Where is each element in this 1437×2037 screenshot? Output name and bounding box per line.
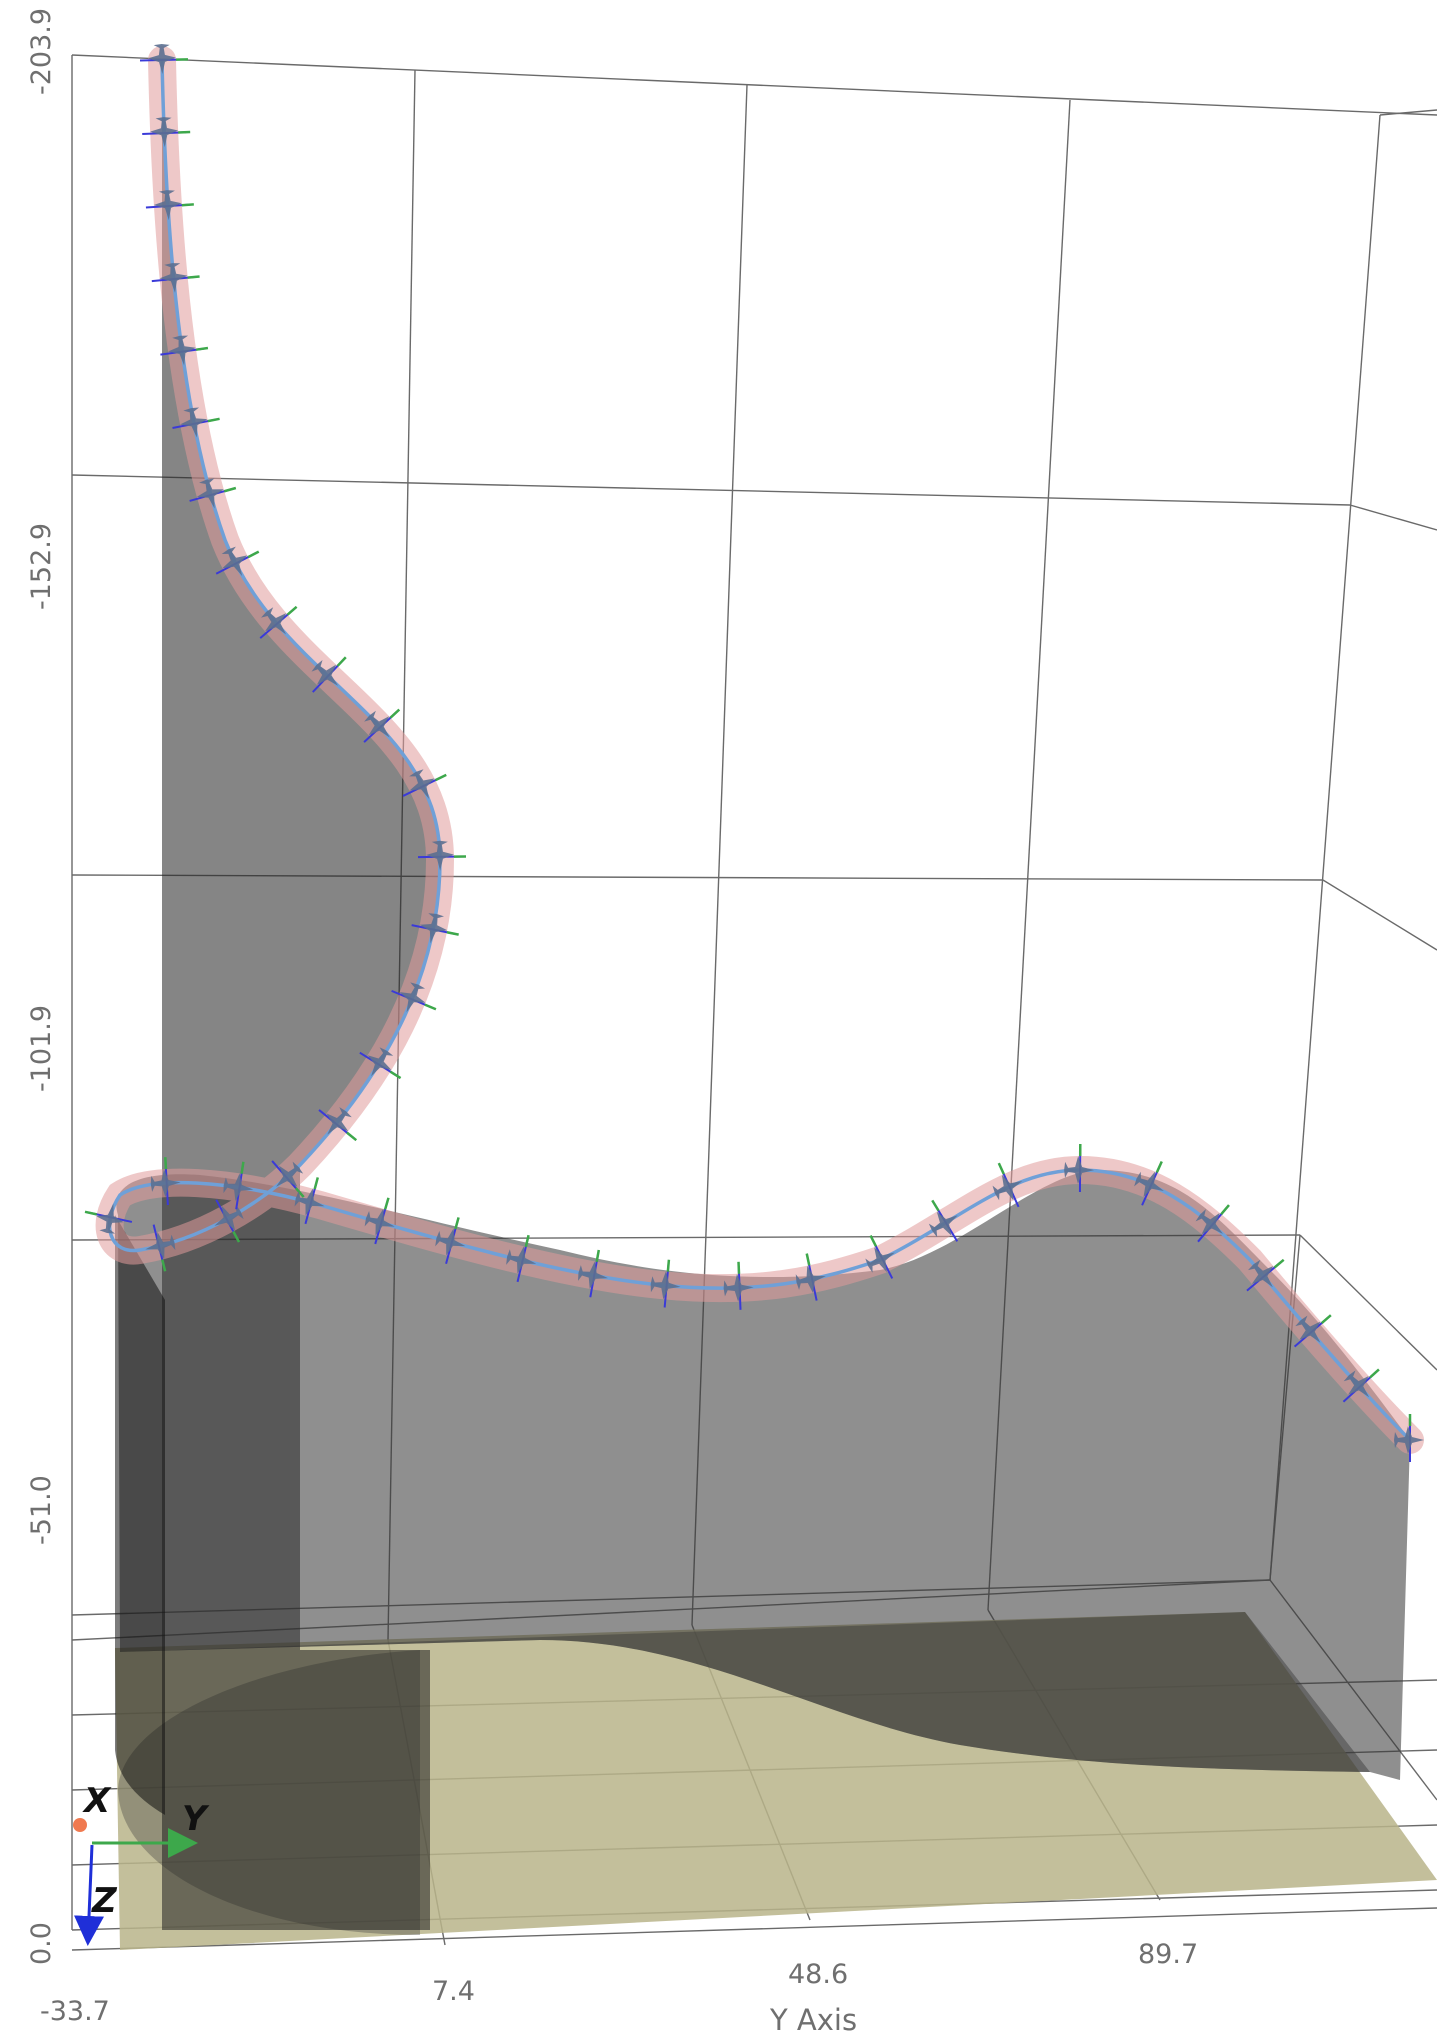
aircraft-marker [578, 1249, 608, 1298]
vertical-tick-label-4: 0.0 [26, 1922, 57, 1965]
triad-label-y: Y [182, 1799, 210, 1839]
aircraft-marker [650, 1259, 681, 1308]
horizontal-tick-label-1: 7.4 [432, 1976, 475, 2007]
vertical-tick-label-1: -152.9 [26, 523, 57, 610]
curtain-loop [116, 1170, 1411, 1780]
aircraft-marker [214, 1199, 244, 1243]
aircraft-marker [1246, 1258, 1285, 1292]
aircraft-marker [391, 982, 437, 1013]
aircraft-marker [318, 1107, 358, 1142]
aircraft-marker [215, 546, 260, 577]
curtain-front-strip [115, 1215, 165, 1815]
aircraft-marker [151, 263, 200, 293]
aircraft-marker [411, 913, 459, 944]
aircraft-marker [364, 1197, 395, 1245]
horizontal-tick-label-3: 89.7 [1138, 1939, 1198, 1970]
triad-z-arrow-icon [74, 1844, 104, 1946]
aircraft-marker [142, 117, 191, 148]
aircraft-marker [1342, 1368, 1380, 1403]
aircraft-marker [1195, 1204, 1230, 1243]
aircraft-marker [150, 1157, 181, 1206]
aircraft-marker [363, 708, 401, 743]
triad-x-origin-icon [73, 1818, 87, 1832]
orientation-triad[interactable]: X Y Z [73, 1781, 210, 1946]
aircraft-marker [189, 478, 237, 509]
aircraft-marker [795, 1253, 826, 1301]
aircraft-marker [145, 1224, 176, 1272]
aircraft-marker [172, 407, 220, 438]
aircraft-marker [359, 1047, 402, 1080]
aircraft-marker [139, 44, 189, 74]
horizontal-axis-title: Y Axis [769, 2003, 857, 2037]
aircraft-marker [84, 1203, 133, 1234]
aircraft-marker [1134, 1160, 1164, 1206]
aircraft-marker [723, 1261, 754, 1310]
aircraft-marker [992, 1162, 1023, 1208]
aircraft-marker [402, 769, 447, 799]
aircraft-marker [1064, 1143, 1095, 1193]
horizontal-tick-label-2: 48.6 [788, 1959, 848, 1990]
aircraft-marker [506, 1234, 537, 1283]
aircraft-marker [271, 1160, 305, 1198]
aircraft-marker [928, 1199, 959, 1242]
aircraft-markers [84, 44, 1424, 1462]
vertical-tick-label-0: -203.9 [26, 8, 57, 95]
aircraft-marker [145, 190, 194, 221]
aircraft-marker [223, 1161, 254, 1210]
triad-label-x: X [82, 1781, 112, 1821]
aircraft-marker [294, 1177, 325, 1225]
horizontal-tick-label-0: -33.7 [40, 1996, 110, 2027]
vertical-tick-label-3: -51.0 [26, 1475, 57, 1545]
vertical-tick-label-2: -101.9 [26, 1005, 57, 1092]
aircraft-marker [417, 840, 467, 871]
aircraft-marker [1293, 1314, 1332, 1348]
aircraft-marker [865, 1235, 895, 1279]
aircraft-marker [1394, 1414, 1424, 1462]
aircraft-marker [435, 1217, 466, 1265]
aircraft-marker [160, 335, 209, 366]
triad-label-z: Z [91, 1881, 118, 1921]
aircraft-marker [311, 656, 347, 693]
aircraft-marker [259, 605, 298, 639]
